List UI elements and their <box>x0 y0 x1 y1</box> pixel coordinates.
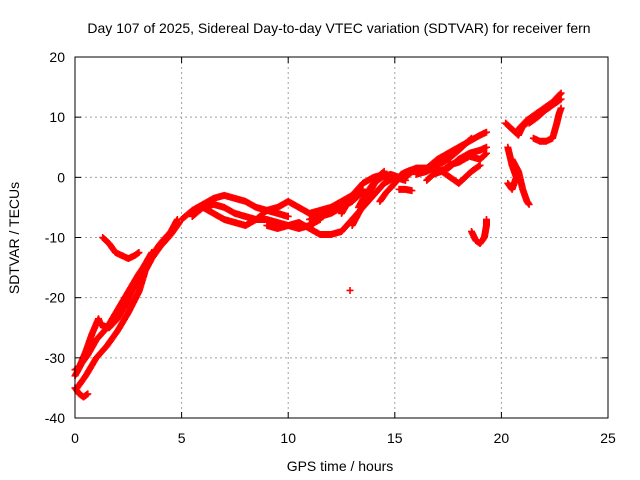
series-late-c <box>423 128 490 172</box>
data-point <box>557 95 565 103</box>
series-main-rise-b <box>73 218 183 392</box>
data-point <box>346 286 354 294</box>
data-point <box>556 90 564 98</box>
data-point <box>475 162 483 170</box>
y-tick-label: -10 <box>45 230 65 246</box>
series-late-d <box>423 161 484 187</box>
data-point <box>482 215 490 223</box>
data-point <box>525 200 533 208</box>
data-point <box>175 220 183 228</box>
data-point <box>482 149 490 157</box>
data-point <box>556 96 564 104</box>
series-right-f <box>529 104 565 145</box>
series-right-c <box>508 155 533 208</box>
y-tick-label: -20 <box>45 290 65 306</box>
x-axis-label: GPS time / hours <box>287 458 394 474</box>
data-point <box>505 181 513 189</box>
series-main-rise-c <box>71 249 156 374</box>
y-tick-label: 20 <box>49 49 65 65</box>
data-point <box>476 161 484 169</box>
series-right-e <box>525 95 565 127</box>
x-tick-label: 5 <box>178 430 186 446</box>
x-tick-label: 0 <box>71 430 79 446</box>
data-points <box>71 89 565 401</box>
y-tick-label: 0 <box>57 169 65 185</box>
series-dip-arc <box>99 234 143 263</box>
data-point <box>84 390 92 398</box>
y-tick-label: -30 <box>45 350 65 366</box>
data-point <box>284 212 292 220</box>
data-point <box>148 249 156 257</box>
y-tick-label: 10 <box>49 109 65 125</box>
y-axis-label: SDTVAR / TECUs <box>6 182 22 294</box>
chart-title: Day 107 of 2025, Sidereal Day-to-day VTE… <box>87 20 590 36</box>
x-tick-label: 25 <box>600 430 616 446</box>
series-short-dash <box>395 185 416 195</box>
data-point <box>504 179 512 187</box>
y-tick-label: -40 <box>45 410 65 426</box>
data-point <box>408 187 416 195</box>
grid <box>75 57 608 418</box>
data-point <box>557 104 565 112</box>
data-point <box>557 89 565 97</box>
x-tick-label: 20 <box>494 430 510 446</box>
series-hook <box>468 215 490 248</box>
x-tick-label: 10 <box>280 430 296 446</box>
series-late-e <box>444 149 490 169</box>
data-point <box>135 249 143 257</box>
series-outlier <box>346 286 354 294</box>
x-tick-label: 15 <box>387 430 403 446</box>
series-steep-b <box>355 170 403 211</box>
data-point <box>482 143 490 151</box>
data-point <box>481 150 489 158</box>
axes: 0 5 10 15 20 25 -40 -30 -20 -10 0 10 20 <box>45 49 616 446</box>
data-point <box>482 128 490 136</box>
